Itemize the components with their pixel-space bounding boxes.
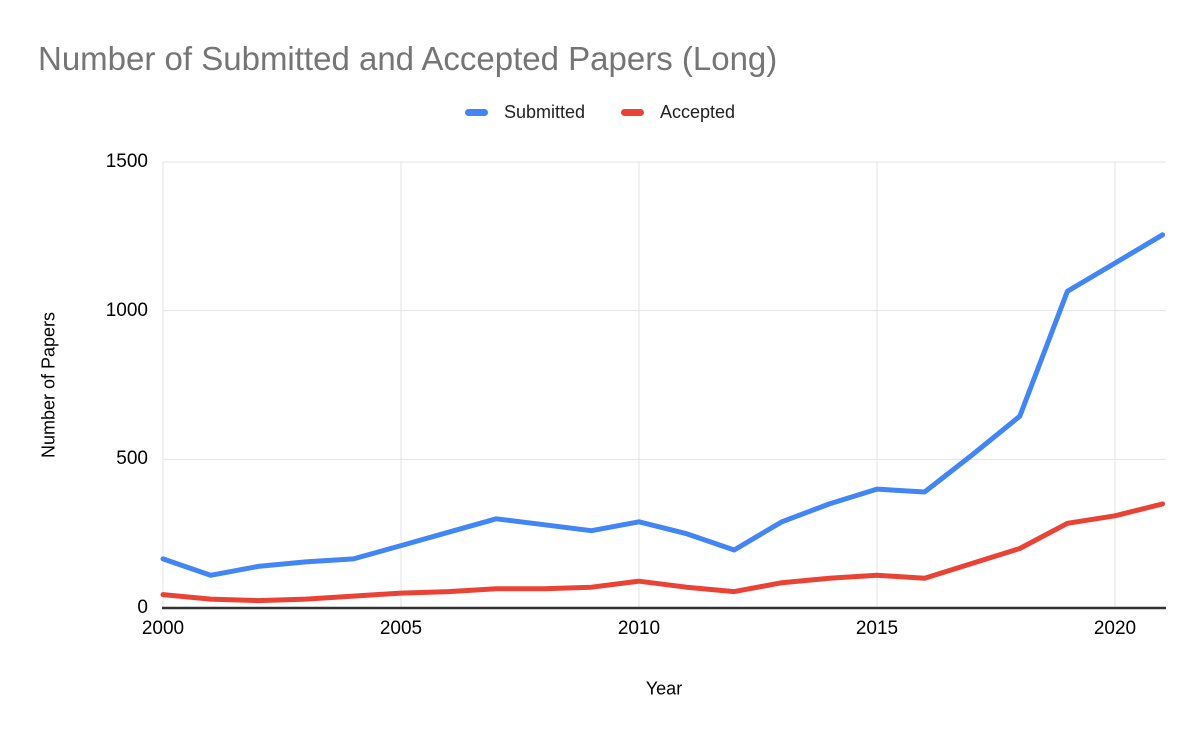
legend-item-submitted[interactable]: Submitted xyxy=(464,102,585,123)
y-tick-label-0: 0 xyxy=(137,597,148,618)
series-line-accepted xyxy=(160,501,1166,604)
x-tick-label-2015: 2015 xyxy=(855,618,899,639)
legend-label-accepted: Accepted xyxy=(659,102,736,122)
x-tick-label-2010: 2010 xyxy=(617,618,661,639)
legend-swatch-submitted-icon xyxy=(464,109,488,116)
chart-title: Number of Submitted and Accepted Papers … xyxy=(38,40,778,77)
y-tick-label-500: 500 xyxy=(116,448,148,470)
x-tick-label-2005: 2005 xyxy=(379,618,423,639)
x-tick-label-2000: 2000 xyxy=(141,618,185,639)
x-axis-title: Year xyxy=(645,678,683,699)
legend-label-submitted: Submitted xyxy=(503,102,585,122)
legend-item-accepted[interactable]: Accepted xyxy=(620,102,736,123)
y-axis-title: Number of Papers xyxy=(38,311,59,459)
x-tick-label-2020: 2020 xyxy=(1093,618,1137,639)
series-line-submitted xyxy=(160,232,1166,578)
legend-swatch-accepted-icon xyxy=(620,109,644,116)
y-tick-label-1500: 1500 xyxy=(105,151,148,172)
y-tick-label-1000: 1000 xyxy=(105,299,148,321)
legend: Submitted Accepted xyxy=(0,102,1200,123)
